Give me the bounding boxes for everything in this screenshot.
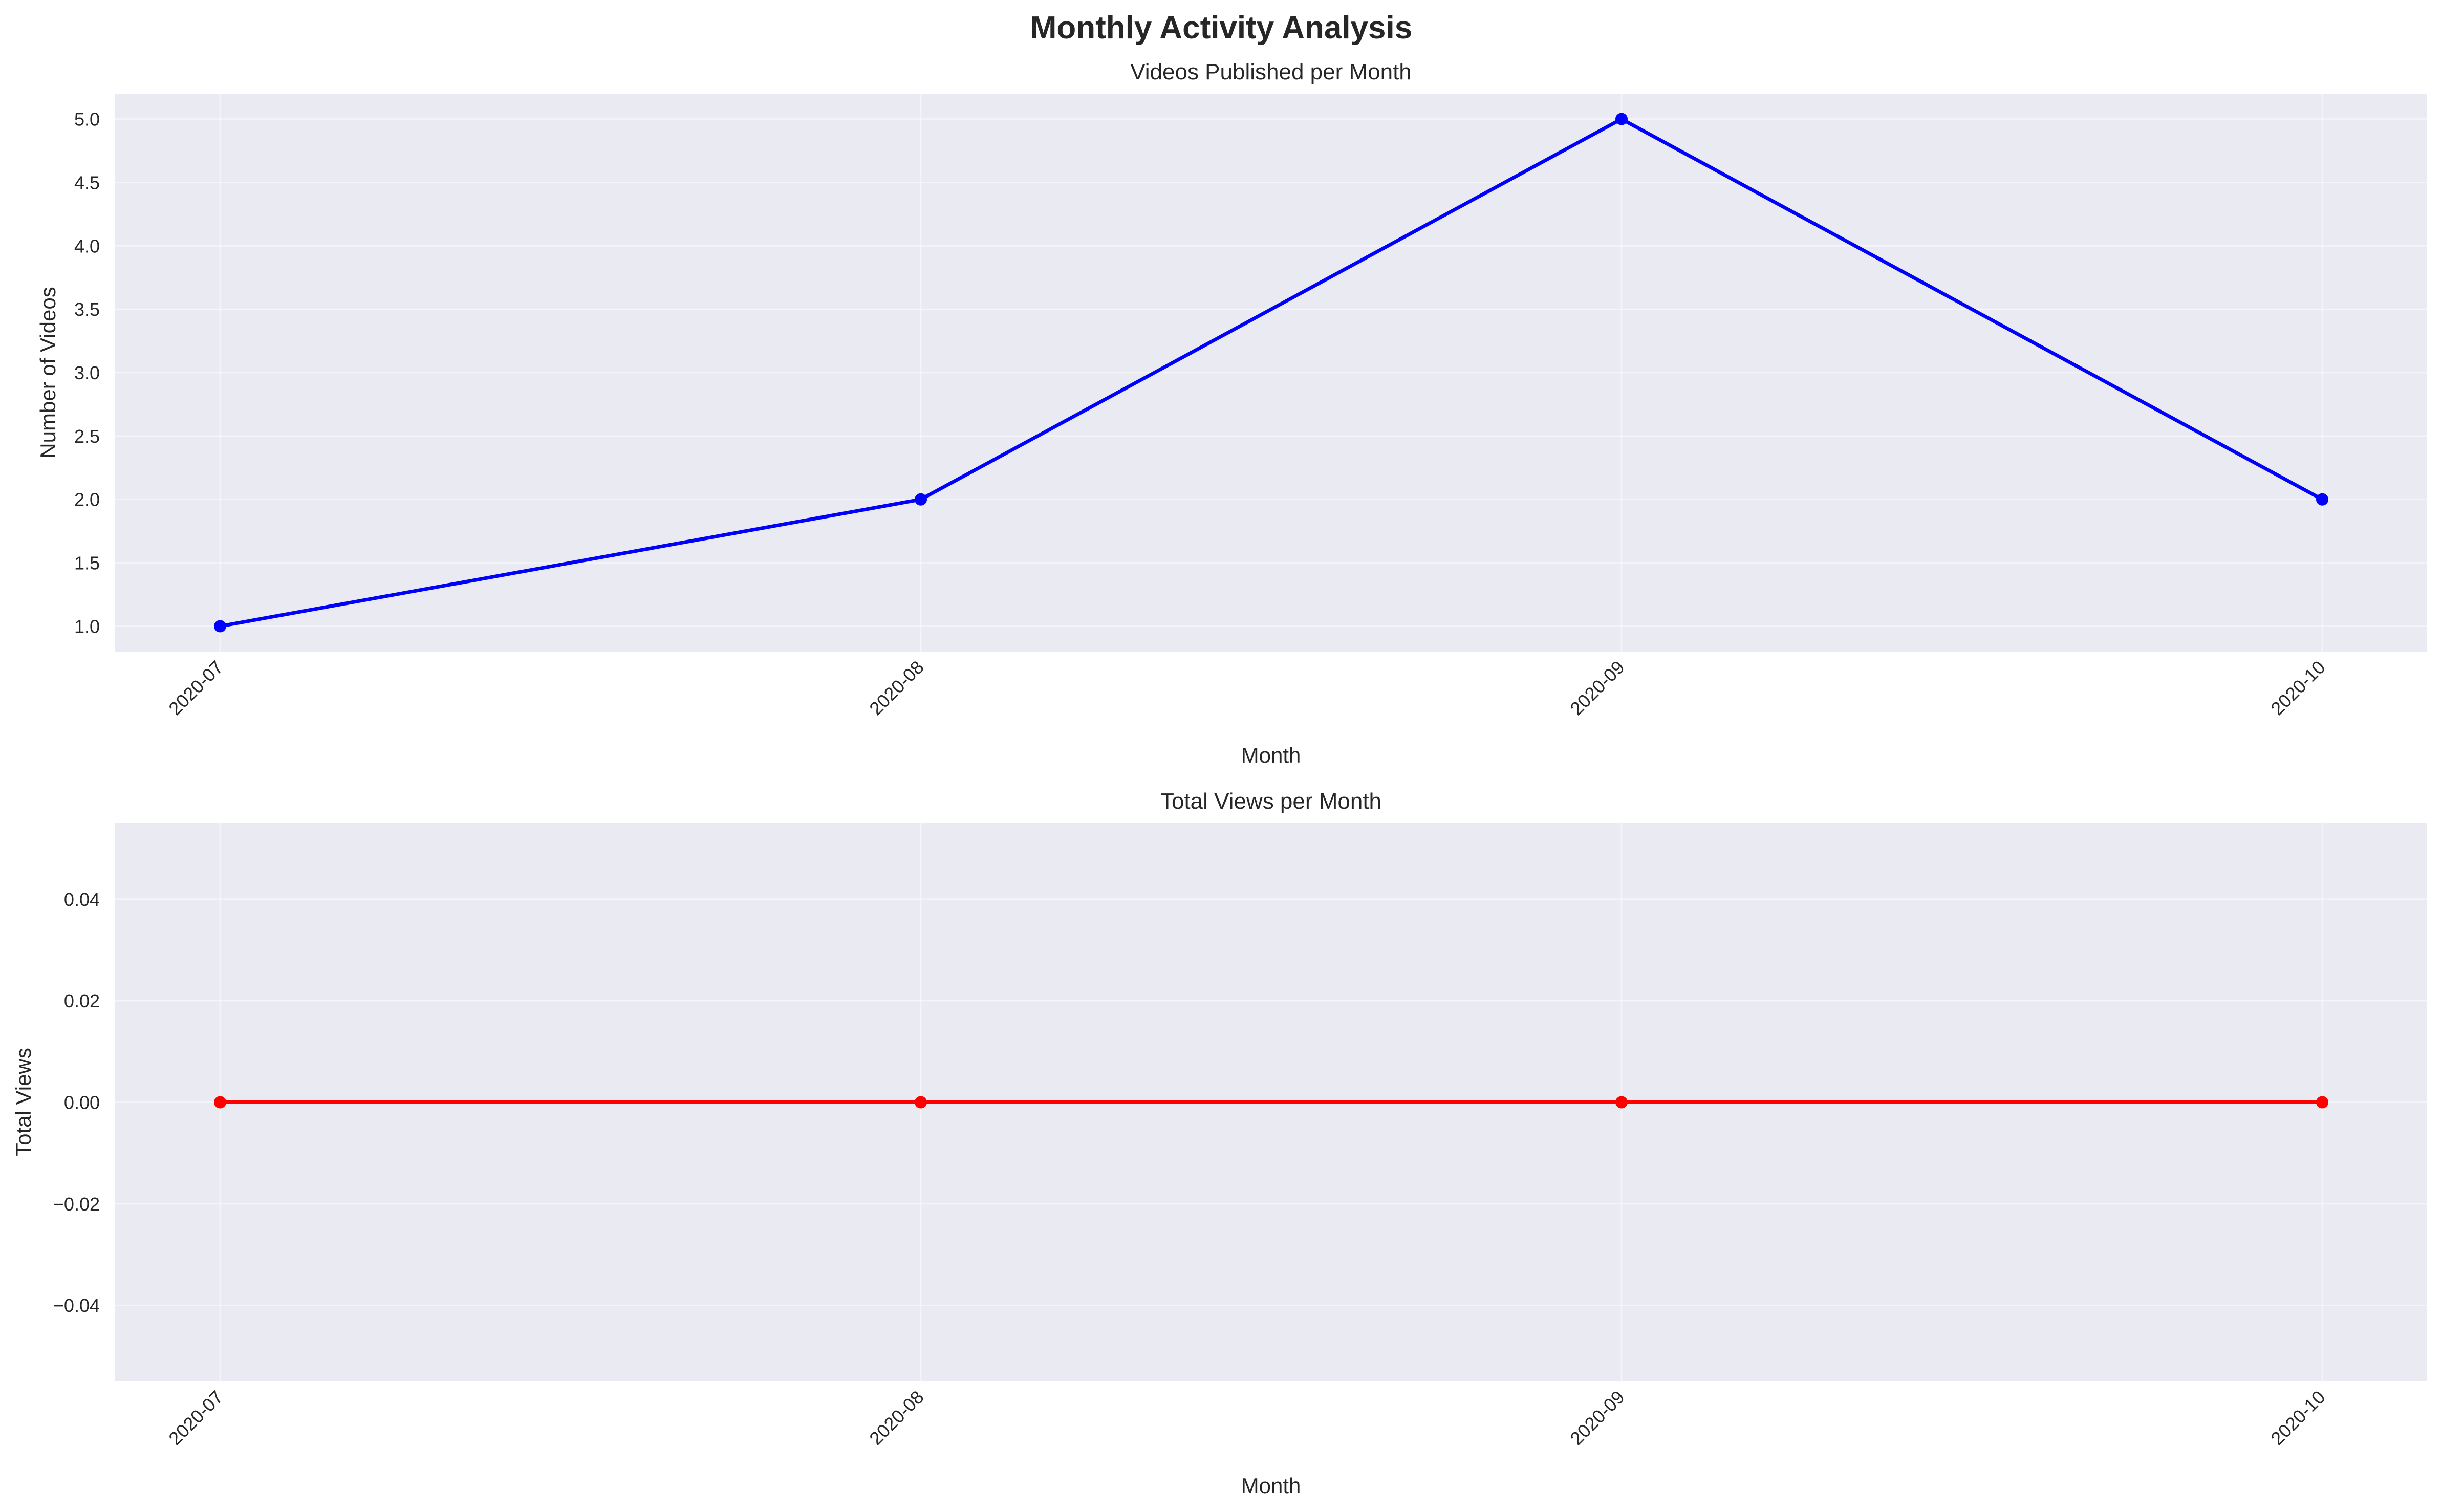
y-tick-label: 4.0 (74, 235, 100, 256)
y-tick-label: 2.5 (74, 426, 100, 447)
y-tick-label: 1.0 (74, 616, 100, 637)
x-tick-label: 2020-09 (1566, 1387, 1628, 1449)
series-group (214, 1096, 2328, 1109)
data-point (1615, 1096, 1628, 1109)
data-point (2316, 493, 2328, 506)
figure-title: Monthly Activity Analysis (1030, 10, 1412, 46)
y-tick-label: 2.0 (74, 489, 100, 510)
y-tick-label: 3.0 (74, 362, 100, 383)
series-line (218, 117, 2324, 628)
y-tick-label: 1.5 (74, 553, 100, 574)
x-tick-label: 2020-10 (2266, 657, 2329, 719)
y-tick-label: 0.00 (64, 1092, 100, 1113)
data-point (2316, 1096, 2328, 1109)
y-axis-label: Number of Videos (36, 287, 60, 458)
y-tick-labels: 1.0 1.5 2.0 2.5 3.0 3.5 4.0 4.5 5.0 (74, 109, 100, 637)
data-point (214, 620, 226, 633)
x-tick-label: 2020-10 (2266, 1387, 2329, 1449)
y-tick-label: −0.02 (53, 1194, 100, 1215)
x-tick-label: 2020-08 (865, 1387, 927, 1449)
data-point (915, 493, 927, 506)
panel-views: −0.04−0.020.000.020.04 2020-07 2020-08 202… (11, 789, 2427, 1498)
panel-title: Total Views per Month (1160, 789, 1381, 814)
series-group (214, 113, 2328, 633)
x-tick-label: 2020-07 (164, 1387, 227, 1449)
data-point (915, 1096, 927, 1109)
panel-title: Videos Published per Month (1130, 59, 1412, 84)
panel-videos: 1.01.52.02.53.03.54.04.55.0 2020-07 2020-… (36, 59, 2427, 767)
y-axis-label: Total Views (11, 1048, 35, 1156)
x-tick-labels: 2020-07 2020-08 2020-09 2020-10 (164, 657, 2329, 719)
x-tick-label: 2020-08 (865, 657, 927, 719)
x-axis-label: Month (1241, 743, 1301, 767)
data-point (1615, 113, 1628, 125)
y-tick-label: 5.0 (74, 109, 100, 130)
y-tick-label: 4.5 (74, 172, 100, 193)
x-tick-labels: 2020-07 2020-08 2020-09 2020-10 (164, 1387, 2329, 1449)
y-tick-label: 0.02 (64, 990, 100, 1011)
y-tick-label: 0.04 (64, 889, 100, 910)
data-point (214, 1096, 226, 1109)
y-tick-label: 3.5 (74, 299, 100, 320)
x-tick-label: 2020-07 (164, 657, 227, 719)
y-tick-label: −0.04 (53, 1295, 100, 1316)
x-axis-label: Month (1241, 1474, 1301, 1498)
y-tick-labels: −0.04 −0.02 0.00 0.02 0.04 (53, 889, 100, 1316)
x-tick-label: 2020-09 (1566, 657, 1628, 719)
